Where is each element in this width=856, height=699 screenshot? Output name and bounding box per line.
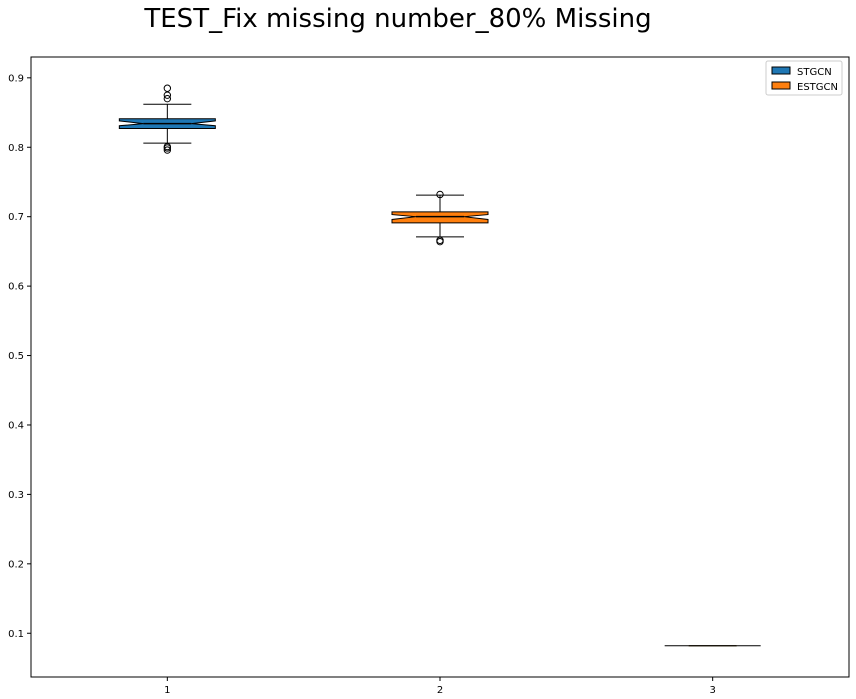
box-group [118,84,216,154]
outlier-point [163,144,172,152]
y-tick-label: 0.4 [8,420,24,431]
y-tick-label: 0.8 [8,143,24,154]
y-tick-label: 0.1 [8,629,24,640]
outlier-point [163,94,172,103]
y-tick-label: 0.6 [8,282,24,293]
y-tick-label: 0.9 [8,73,24,84]
y-tick-label: 0.2 [8,559,24,570]
axes-ticks: 0.1 0.2 0.3 0.4 0.5 0.6 0.7 0.8 0.9 1 2 3 [8,73,716,696]
outlier-point [163,84,172,92]
outlier-point [163,91,172,99]
y-tick-label: 0.3 [8,490,24,501]
boxes [118,84,761,647]
legend-label: ESTGCN [797,82,838,93]
outlier-point [436,190,444,199]
legend-label: STGCN [797,67,832,78]
legend: STGCN ESTGCN [765,60,843,96]
outlier-point [163,146,172,154]
legend-swatch [771,66,791,75]
y-tick-label: 0.7 [8,212,24,223]
legend-swatch [771,81,791,90]
chart-title: TEST_Fix missing number_80% Missing [143,4,651,34]
y-tick-label: 0.5 [8,351,24,362]
x-tick-label: 3 [709,685,715,696]
x-tick-label: 2 [437,685,443,696]
outlier-point [436,237,444,246]
box-group [391,190,489,246]
plot-area [30,56,850,678]
x-tick-label: 1 [164,685,170,696]
